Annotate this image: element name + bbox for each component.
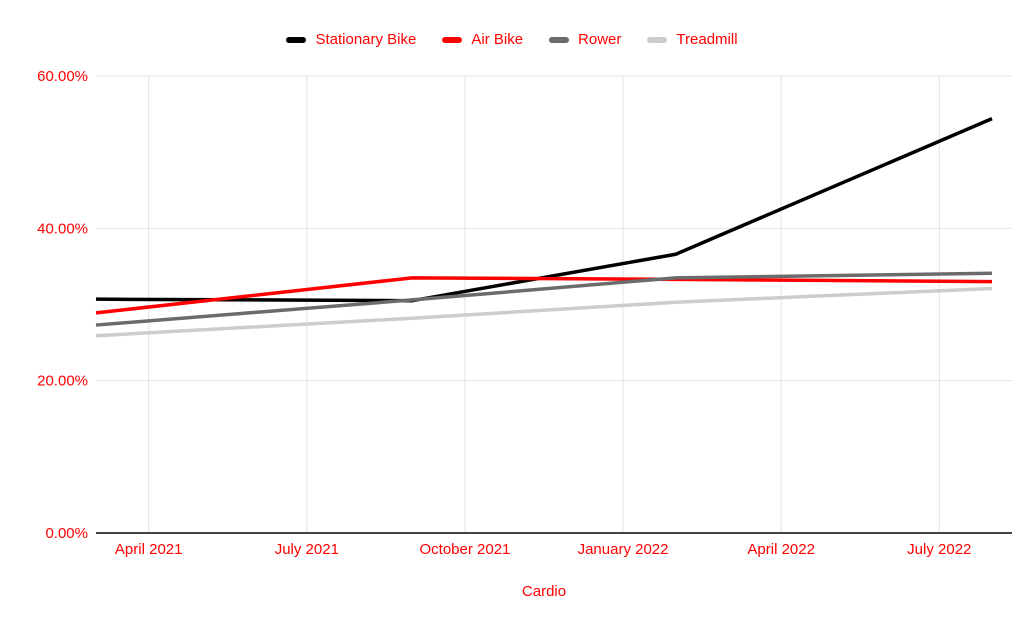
legend-item-rower: Rower — [549, 32, 621, 48]
x-tick-label: July 2022 — [907, 541, 971, 558]
x-tick-label: January 2022 — [578, 541, 669, 558]
y-tick-label: 0.00% — [45, 525, 88, 542]
series-line-air-bike — [95, 276, 993, 315]
y-tick-label: 40.00% — [37, 220, 88, 237]
legend-label-air-bike: Air Bike — [471, 31, 524, 48]
series-line-stationary-bike — [95, 117, 993, 303]
chart-legend: Stationary Bike Air Bike Rower Treadmill — [0, 32, 1024, 48]
legend-swatch-rower — [549, 37, 570, 43]
legend-swatch-stationary-bike — [286, 37, 307, 43]
x-tick-label: April 2021 — [115, 541, 183, 558]
legend-swatch-air-bike — [442, 37, 463, 43]
legend-label-stationary-bike: Stationary Bike — [315, 31, 417, 48]
legend-swatch-treadmill — [647, 37, 668, 43]
x-tick-label: October 2021 — [419, 541, 510, 558]
legend-item-stationary-bike: Stationary Bike — [286, 32, 416, 48]
x-tick-label: April 2022 — [747, 541, 815, 558]
y-tick-label: 20.00% — [37, 373, 88, 390]
series-line-treadmill — [95, 286, 993, 338]
x-tick-label: July 2021 — [275, 541, 339, 558]
legend-item-treadmill: Treadmill — [647, 31, 738, 48]
y-tick-label: 60.00% — [37, 68, 88, 85]
series-line-rower — [95, 271, 993, 327]
legend-label-rower: Rower — [578, 31, 622, 48]
legend-item-air-bike: Air Bike — [442, 32, 523, 48]
x-axis-title: Cardio — [521, 583, 567, 600]
legend-label-treadmill: Treadmill — [676, 31, 738, 48]
